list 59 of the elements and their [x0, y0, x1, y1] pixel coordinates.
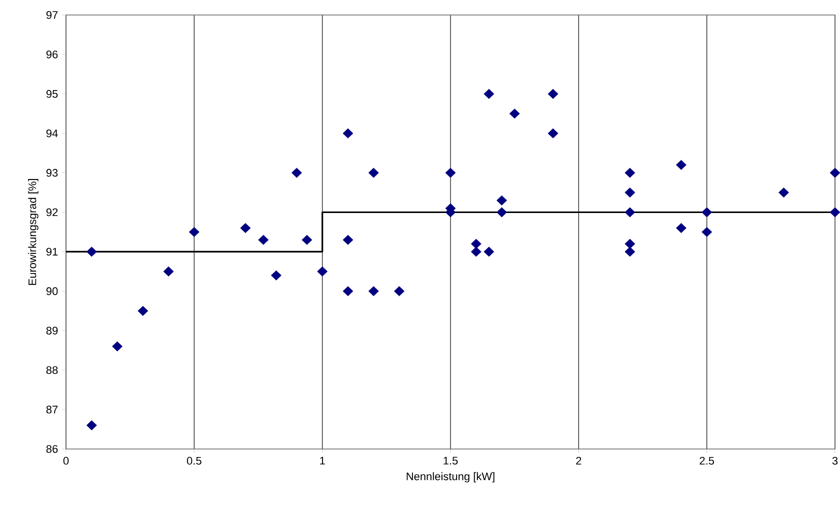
- x-tick-label: 1: [320, 456, 325, 464]
- y-tick-label: 87: [46, 406, 58, 414]
- point: [368, 286, 379, 296]
- x-tick-label: 0: [63, 456, 69, 465]
- x-tick-label: 3: [832, 456, 838, 465]
- point: [394, 286, 404, 296]
- y-tick-label: 92: [46, 208, 58, 216]
- point: [258, 234, 269, 245]
- y-tick-label: 94: [46, 129, 58, 138]
- point: [86, 420, 97, 430]
- y-tick-label: 90: [46, 287, 58, 296]
- y-tick-label: 97: [46, 11, 58, 19]
- y-tick-label: 93: [46, 168, 58, 177]
- point: [624, 207, 636, 218]
- x-tick-label: 2: [576, 456, 582, 465]
- point: [676, 223, 686, 234]
- point: [702, 226, 712, 237]
- point: [624, 188, 636, 198]
- point: [368, 168, 379, 178]
- point: [188, 226, 200, 237]
- point: [270, 270, 282, 280]
- point: [342, 128, 354, 138]
- point: [676, 160, 686, 170]
- x-tick-label: 0.5: [186, 456, 202, 465]
- point: [86, 246, 97, 257]
- point: [548, 88, 558, 99]
- point: [548, 128, 558, 138]
- point: [302, 234, 312, 245]
- point: [240, 223, 251, 234]
- point: [112, 341, 123, 352]
- point: [445, 168, 456, 178]
- point: [624, 238, 636, 249]
- point: [342, 286, 354, 296]
- point: [163, 266, 174, 276]
- y-tick-label: 88: [46, 366, 58, 374]
- point: [138, 306, 148, 316]
- point: [702, 207, 712, 218]
- point: [509, 108, 520, 119]
- y-tick-label: 96: [46, 50, 58, 58]
- point: [342, 234, 354, 245]
- y-tick-label: 91: [46, 248, 58, 256]
- point: [317, 266, 328, 276]
- y-tick-label: 95: [46, 90, 58, 98]
- point: [484, 88, 494, 99]
- point: [496, 207, 508, 218]
- point: [470, 246, 482, 257]
- y-tick-label: 89: [46, 326, 58, 335]
- x-tick-label: 2.5: [700, 456, 714, 465]
- point: [470, 238, 482, 249]
- y-axis-title: Eurowirkungsgrad [%]: [28, 178, 38, 285]
- point: [291, 168, 302, 178]
- point: [484, 246, 494, 257]
- point: [778, 188, 789, 198]
- x-tick-label: 1.5: [444, 456, 458, 465]
- point: [624, 246, 636, 257]
- point: [624, 168, 636, 178]
- y-tick-label: 86: [46, 445, 58, 453]
- point: [496, 195, 508, 206]
- x-axis-title: Nennleistung [kW]: [406, 472, 494, 482]
